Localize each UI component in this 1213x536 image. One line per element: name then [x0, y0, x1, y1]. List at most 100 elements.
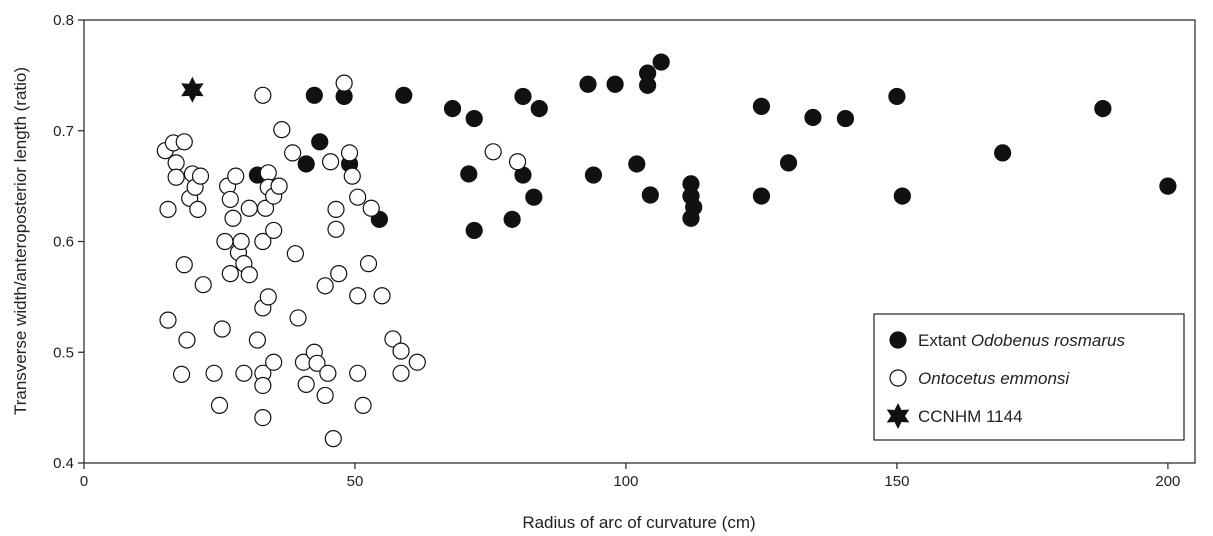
data-point: [265, 221, 283, 240]
data-point: [227, 167, 245, 185]
legend-entry: Ontocetus emmonsi: [889, 369, 1070, 388]
data-point: [584, 166, 603, 184]
data-point: [1159, 177, 1177, 195]
data-point: [335, 74, 353, 92]
data-point: [256, 199, 275, 217]
data-point: [191, 167, 210, 185]
data-point: [159, 311, 177, 329]
y-tick-label: 0.7: [53, 123, 74, 140]
x-tick-label: 100: [613, 473, 638, 490]
data-point: [324, 430, 342, 448]
data-point: [297, 375, 315, 393]
data-point: [359, 255, 378, 273]
y-tick-label: 0.4: [53, 455, 74, 472]
data-point: [254, 376, 272, 395]
data-point: [460, 165, 478, 183]
star-point: [181, 76, 204, 103]
data-point: [373, 287, 391, 305]
data-point: [270, 177, 288, 195]
data-point: [319, 364, 337, 382]
data-point: [362, 199, 380, 217]
data-points: [156, 53, 1177, 448]
series-open-circle: [156, 74, 527, 448]
data-point: [508, 153, 527, 171]
data-point: [259, 164, 277, 182]
data-point: [408, 353, 426, 371]
legend-box: [873, 313, 1185, 441]
data-point: [189, 200, 207, 218]
data-point: [308, 354, 326, 372]
data-point: [289, 309, 307, 327]
legend-label: Extant Odobenus rosmarus: [918, 331, 1125, 350]
data-point: [682, 209, 700, 227]
data-point: [893, 187, 911, 205]
data-point: [254, 86, 272, 104]
data-point: [159, 200, 177, 218]
data-point: [232, 232, 250, 251]
data-point: [888, 87, 906, 106]
data-point: [395, 86, 413, 104]
data-point: [321, 153, 340, 171]
data-point: [248, 331, 267, 349]
data-point: [639, 76, 657, 94]
data-point: [178, 331, 196, 349]
x-tick-label: 150: [884, 473, 909, 490]
data-point: [752, 187, 771, 205]
data-point: [804, 108, 822, 127]
data-point: [259, 288, 277, 306]
data-point: [316, 277, 334, 295]
data-point: [330, 265, 348, 283]
data-point: [240, 199, 258, 217]
data-point: [530, 99, 548, 118]
legend-star-marker: [886, 403, 910, 429]
x-axis: 0 50 100 150 200: [80, 463, 1180, 490]
series-filled-circle: [248, 53, 1177, 240]
y-tick-label: 0.8: [53, 12, 74, 29]
data-point: [265, 353, 283, 371]
data-point: [484, 143, 502, 161]
y-axis-title: Transverse width/anteroposterior length …: [11, 67, 30, 415]
data-point: [167, 168, 185, 186]
series-star: [181, 76, 204, 103]
data-point: [175, 133, 193, 151]
data-point: [465, 109, 483, 128]
legend-marker: [889, 369, 907, 387]
data-point: [254, 232, 272, 251]
data-point: [1094, 99, 1112, 118]
data-point: [210, 396, 229, 415]
data-point: [235, 364, 253, 382]
data-point: [628, 155, 646, 173]
data-point: [194, 276, 212, 294]
data-point: [340, 144, 359, 162]
data-point: [221, 190, 239, 209]
data-point: [354, 396, 372, 415]
data-point: [349, 287, 367, 305]
data-point: [327, 220, 345, 238]
data-point: [606, 75, 624, 93]
data-point: [172, 365, 191, 383]
data-point: [216, 232, 234, 251]
data-point: [349, 188, 367, 206]
data-point: [525, 188, 543, 206]
data-point: [443, 99, 462, 118]
data-point: [311, 133, 329, 151]
data-point: [213, 320, 231, 338]
data-point: [384, 330, 402, 348]
data-point: [652, 53, 670, 71]
data-point: [316, 386, 334, 405]
data-point: [284, 144, 302, 162]
data-point: [392, 342, 410, 360]
data-point: [994, 144, 1012, 162]
data-point: [579, 75, 597, 93]
x-tick-label: 50: [347, 473, 364, 490]
legend: Extant Odobenus rosmarus Ontocetus emmons…: [873, 313, 1185, 441]
data-point: [297, 155, 315, 173]
data-point: [221, 265, 239, 283]
y-tick-label: 0.5: [53, 344, 74, 361]
data-point: [327, 200, 345, 218]
legend-entry: CCNHM 1144: [886, 403, 1023, 429]
data-point: [286, 245, 304, 263]
data-point: [779, 154, 798, 172]
data-point: [254, 408, 272, 427]
